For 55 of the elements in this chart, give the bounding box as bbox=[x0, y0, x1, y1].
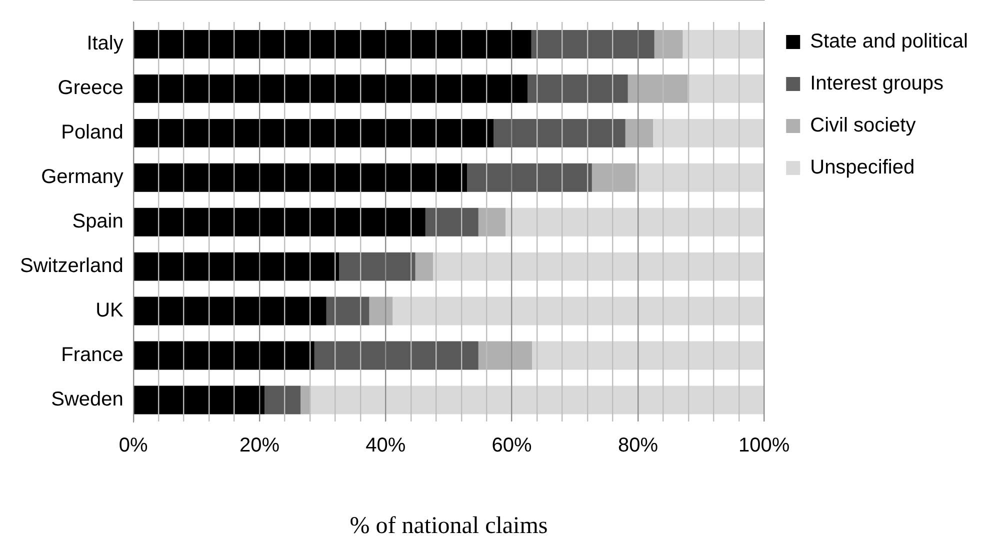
y-tick-label: Switzerland bbox=[20, 255, 124, 278]
bar bbox=[478, 208, 506, 236]
y-tick-label: Sweden bbox=[51, 388, 124, 410]
y-tick-label: Germany bbox=[41, 166, 124, 188]
bar bbox=[314, 341, 478, 370]
bar bbox=[134, 118, 494, 148]
bar bbox=[628, 74, 688, 103]
bar bbox=[134, 208, 426, 236]
bar bbox=[478, 341, 532, 370]
bar bbox=[264, 386, 301, 414]
legend-label: State and political bbox=[810, 30, 968, 53]
bar bbox=[528, 74, 628, 103]
y-tick-label: Poland bbox=[61, 122, 124, 144]
bar bbox=[425, 208, 478, 236]
bar bbox=[134, 341, 314, 370]
bar bbox=[467, 163, 592, 192]
bar bbox=[369, 296, 393, 326]
y-tick-label: Italy bbox=[86, 32, 124, 55]
bar bbox=[134, 296, 326, 326]
bar bbox=[134, 74, 528, 103]
bar bbox=[494, 118, 626, 148]
bar bbox=[134, 386, 265, 414]
bar bbox=[506, 208, 764, 236]
bar bbox=[134, 30, 532, 58]
legend-label: Unspecified bbox=[810, 156, 915, 179]
bar bbox=[339, 252, 416, 281]
y-tick-label: Spain bbox=[72, 210, 124, 233]
y-tick-label: France bbox=[61, 344, 124, 366]
x-tick-label: 80% bbox=[618, 434, 658, 457]
x-tick-label: 0% bbox=[118, 434, 148, 457]
x-tick-label: 60% bbox=[492, 434, 532, 457]
y-tick-label: Greece bbox=[58, 77, 124, 100]
bar bbox=[134, 163, 468, 192]
bar bbox=[682, 30, 764, 58]
bar bbox=[531, 30, 654, 58]
bar bbox=[654, 30, 683, 58]
x-axis-title: % of national claims bbox=[350, 512, 548, 539]
bar bbox=[532, 341, 764, 370]
legend-label: Civil society bbox=[810, 114, 916, 137]
bar bbox=[653, 118, 764, 148]
legend-label: Interest groups bbox=[810, 72, 944, 95]
bar bbox=[415, 252, 433, 281]
bar bbox=[392, 296, 764, 326]
bar bbox=[310, 386, 764, 414]
bar bbox=[134, 252, 339, 281]
x-tick-label: 100% bbox=[738, 434, 790, 457]
y-tick-label: UK bbox=[96, 300, 124, 322]
bar bbox=[635, 163, 764, 192]
bar bbox=[326, 296, 370, 326]
bar bbox=[432, 252, 764, 281]
bar bbox=[592, 163, 636, 192]
x-tick-label: 40% bbox=[366, 434, 406, 457]
bar bbox=[688, 74, 764, 103]
x-tick-label: 20% bbox=[240, 434, 280, 457]
bar bbox=[625, 118, 654, 148]
